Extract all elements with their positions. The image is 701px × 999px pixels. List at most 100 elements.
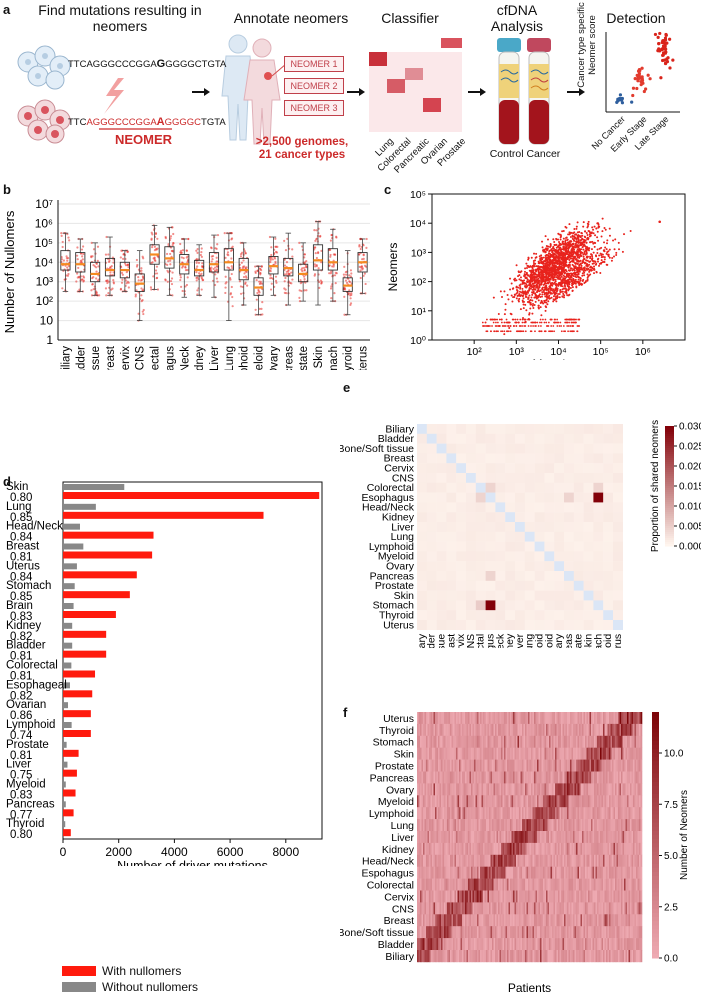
scatter-point [554, 250, 557, 253]
heatmap-cell [601, 771, 604, 784]
heatmap-cell [424, 759, 427, 772]
heatmap-cell [583, 443, 594, 454]
heatmap-cell [565, 723, 568, 737]
nullomer-point [107, 253, 110, 256]
scatter-point [523, 321, 526, 324]
neomer-scatter: 10²10³10⁴10⁵10⁶10⁰10¹10²10³10⁴10⁵Mutatio… [386, 190, 686, 360]
legend-with-label: With nullomers [102, 964, 182, 978]
nullomer-point [210, 246, 213, 250]
heatmap-cell [558, 759, 560, 772]
heatmap-cell [583, 610, 594, 621]
detection-dot [664, 50, 668, 54]
heatmap-cell [439, 783, 442, 796]
heatmap-cell [456, 712, 458, 725]
scatter-point [562, 325, 565, 327]
heatmap-cell [593, 502, 604, 513]
scatter-point [513, 295, 516, 298]
scatter-point [534, 325, 537, 327]
nullomer-point [107, 291, 110, 295]
heatmap-cell [504, 747, 506, 760]
heatmap-cell [462, 712, 464, 725]
scatter-point [526, 278, 529, 281]
heatmap-cell [543, 723, 545, 737]
heatmap-cell [498, 723, 500, 737]
heatmap-cell [460, 723, 463, 737]
scatter-point [568, 231, 571, 234]
heatmap-cell [607, 759, 610, 772]
heatmap-cell [526, 771, 529, 784]
scatter-point [564, 225, 567, 228]
heatmap-cell [529, 783, 532, 796]
nullomer-point [268, 235, 272, 239]
heatmap-cell [469, 735, 472, 748]
heatmap-cell [436, 571, 447, 581]
heatmap-cell [441, 771, 443, 784]
heatmap-cell [633, 712, 635, 725]
heatmap-cell [540, 735, 542, 748]
nullomer-point [329, 272, 333, 275]
heatmap-cell [417, 482, 427, 493]
scatter-point [541, 293, 544, 296]
heatmap-cell [475, 610, 486, 621]
scatter-point [519, 308, 522, 311]
heatmap-cell [577, 771, 580, 784]
scatter-point [604, 228, 607, 231]
heatmap-cell [552, 735, 554, 748]
scatter-point [577, 275, 580, 278]
heatmap-cell [435, 712, 437, 725]
heatmap-cell [433, 723, 436, 737]
heatmap-cell [433, 735, 436, 748]
colorbar-segment [665, 524, 674, 527]
nullomer-point [261, 313, 264, 316]
heatmap-cell [486, 771, 488, 784]
scatter-point [554, 278, 557, 281]
heatmap-cell [534, 492, 545, 503]
scatter-point [561, 288, 564, 291]
scatter-point [509, 330, 512, 333]
heatmap-cell [466, 561, 476, 572]
heatmap-cell [555, 771, 557, 784]
ratio-label: 0.81 [10, 552, 32, 564]
heatmap-cell [544, 712, 547, 725]
heatmap-cell [495, 541, 506, 552]
heatmap-cell [582, 735, 584, 748]
heatmap-cell [603, 443, 614, 454]
heatmap-cell [519, 783, 521, 796]
heatmap-cell [446, 580, 457, 591]
scatter-point [581, 283, 584, 286]
heatmap-cell [456, 571, 467, 581]
nullomer-point [186, 255, 189, 258]
scatter-point [482, 325, 485, 327]
heatmap-cell [436, 492, 447, 503]
heatmap-cell [574, 735, 577, 748]
heatmap-cell [564, 453, 574, 464]
heatmap-cell [417, 610, 427, 621]
scatter-point [552, 261, 555, 264]
nullomer-point [179, 276, 182, 279]
nullomer-point [216, 269, 219, 272]
scatter-point [559, 246, 562, 249]
nullomer-point [254, 265, 257, 268]
nullomer-point [211, 258, 214, 261]
heatmap-cell [622, 759, 625, 772]
heatmap-cell [426, 502, 437, 513]
scatter-point [580, 232, 583, 235]
heatmap-cell [417, 433, 427, 444]
heatmap-cell [625, 771, 628, 784]
scatter-point [561, 230, 564, 233]
heatmap-cell [561, 712, 563, 725]
nullomer-point [76, 254, 79, 257]
heatmap-cell [613, 571, 623, 581]
scatter-point [555, 300, 558, 303]
scatter-point [596, 230, 599, 233]
heatmap-cell [625, 747, 628, 760]
heatmap-cell [513, 783, 515, 796]
nullomer-point [76, 272, 79, 275]
scatter-points [481, 217, 661, 336]
scatter-point [550, 292, 553, 295]
x-tick-label: 4000 [161, 845, 188, 859]
scatter-point [606, 239, 609, 242]
bar-without-lymphoid [63, 722, 72, 728]
scatter-point [531, 293, 534, 296]
scatter-point [548, 258, 551, 261]
